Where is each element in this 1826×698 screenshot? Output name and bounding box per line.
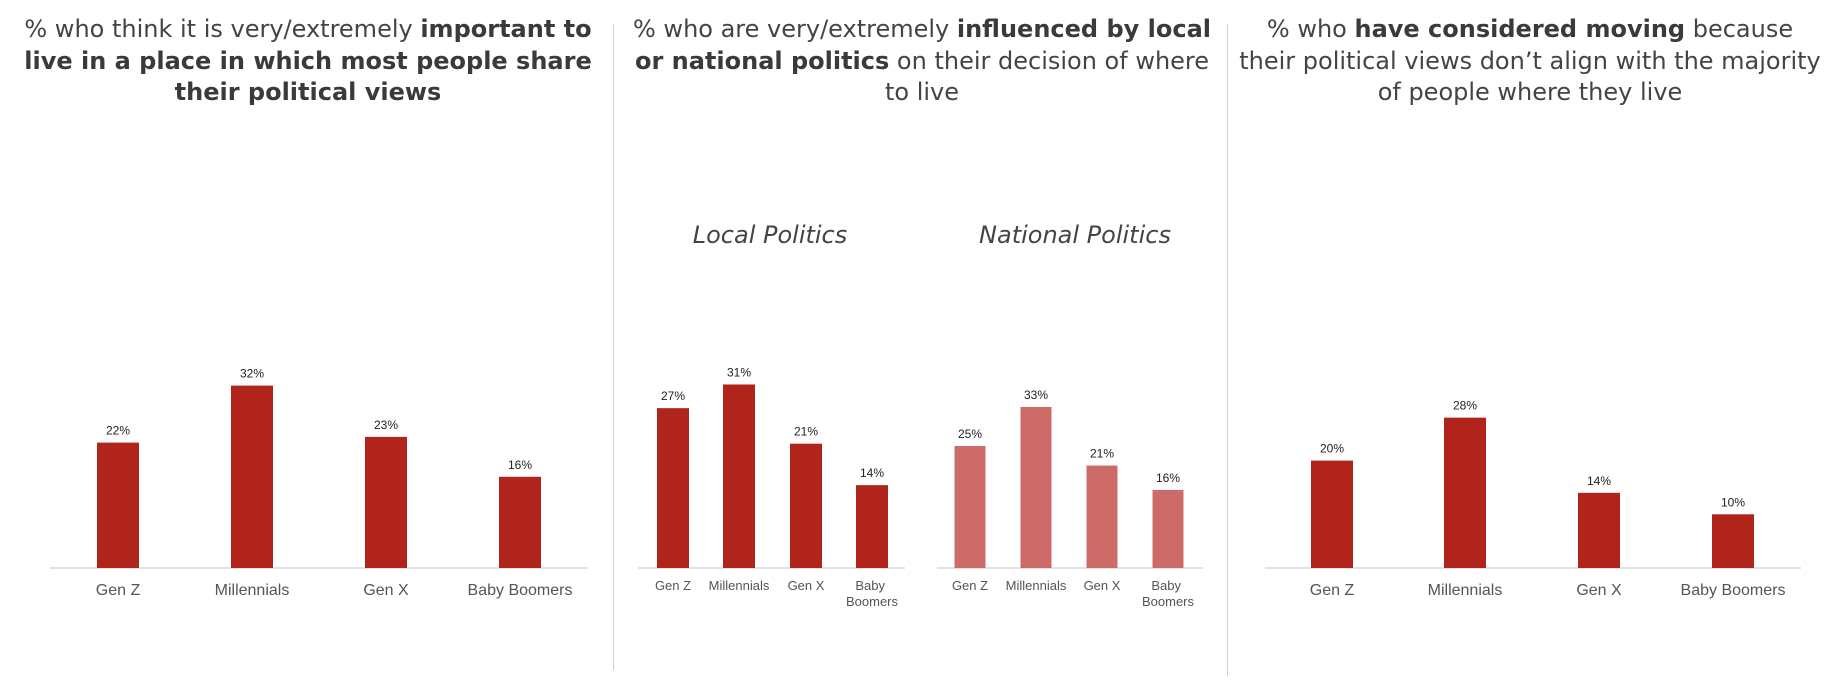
- divider-left: [613, 24, 614, 670]
- chart-1-bar-1: [97, 442, 139, 568]
- chart-3-category-label-3: Gen X: [1084, 578, 1121, 593]
- chart-3-category-label-1: Gen Z: [952, 578, 988, 593]
- chart-3-category-label-4: Baby Boomers: [1142, 578, 1195, 609]
- local-politics-label: Local Politics: [692, 221, 848, 249]
- panel-2-title: % who are very/extremely influenced by l…: [622, 14, 1222, 109]
- chart-4-bar-1: [1311, 460, 1353, 568]
- chart-2-category-label-4: Baby Boomers: [846, 578, 899, 609]
- national-politics-label: National Politics: [979, 221, 1171, 249]
- chart-4-bar-4: [1712, 514, 1754, 568]
- chart-2-bar-1: [657, 408, 689, 568]
- chart-2-value-label-1: 27%: [661, 389, 685, 403]
- chart-3-value-label-1: 25%: [958, 427, 982, 441]
- panel-2-title-pre: % who are very/extremely: [633, 15, 957, 43]
- chart-1-bar-4: [499, 476, 541, 568]
- chart-1-category-label-1: Gen Z: [96, 582, 141, 599]
- chart-1-category-label-4: Baby Boomers: [468, 582, 573, 599]
- chart-1-category-label-2: Millennials: [215, 582, 290, 599]
- chart-4-value-label-4: 10%: [1721, 495, 1745, 509]
- panel-3-title-post: because their political views don’t alig…: [1239, 15, 1821, 106]
- panel-3-title-pre: % who: [1266, 15, 1355, 43]
- chart-2-category-label-1: Gen Z: [655, 578, 691, 593]
- chart-1-bar-2: [231, 385, 273, 568]
- chart-3-value-label-2: 33%: [1024, 388, 1048, 402]
- panel-1-title-bold: important to live in a place in which mo…: [24, 15, 592, 106]
- chart-2-bar-3: [790, 443, 822, 568]
- chart-2-value-label-4: 14%: [860, 466, 884, 480]
- chart-4-category-label-3: Gen X: [1576, 582, 1622, 599]
- chart-2-bar-4: [856, 485, 888, 568]
- panel-1-title-pre: % who think it is very/extremely: [24, 15, 421, 43]
- chart-3-bar-2: [1020, 406, 1052, 568]
- chart-3-category-label-2: Millennials: [1006, 578, 1067, 593]
- chart-4-value-label-3: 14%: [1587, 474, 1611, 488]
- chart-1-value-label-3: 23%: [374, 418, 398, 432]
- panel-3-title-bold: have considered moving: [1354, 15, 1686, 43]
- chart-2-value-label-3: 21%: [794, 425, 818, 439]
- chart-4-category-label-4: Baby Boomers: [1681, 582, 1786, 599]
- chart-2-category-label-3: Gen X: [788, 578, 825, 593]
- chart-2-bar-2: [723, 384, 755, 568]
- chart-4-category-label-2: Millennials: [1428, 582, 1503, 599]
- chart-1-category-label-3: Gen X: [363, 582, 409, 599]
- chart-3-bar-3: [1086, 465, 1118, 568]
- divider-right: [1227, 24, 1228, 676]
- chart-2-value-label-2: 31%: [727, 365, 751, 379]
- chart-1-value-label-4: 16%: [508, 458, 532, 472]
- chart-3-value-label-3: 21%: [1090, 447, 1114, 461]
- panel-1-title: % who think it is very/extremely importa…: [8, 14, 608, 109]
- chart-3-bar-4: [1152, 489, 1184, 568]
- chart-3-value-label-4: 16%: [1156, 471, 1180, 485]
- chart-4-value-label-2: 28%: [1453, 399, 1477, 413]
- chart-3-bar-1: [954, 446, 986, 568]
- chart-1-value-label-1: 22%: [106, 424, 130, 438]
- chart-1-value-label-2: 32%: [240, 367, 264, 381]
- chart-1-bar-3: [365, 436, 407, 568]
- chart-4-bar-2: [1444, 417, 1486, 568]
- chart-4-category-label-1: Gen Z: [1310, 582, 1355, 599]
- chart-4-value-label-1: 20%: [1320, 442, 1344, 456]
- panel-2-title-post: on their decision of where to live: [884, 46, 1210, 107]
- panel-3-title: % who have considered moving because the…: [1237, 14, 1823, 109]
- chart-2-category-label-2: Millennials: [709, 578, 770, 593]
- chart-4-bar-3: [1578, 492, 1620, 568]
- panel-2-title-bold: influenced by local or national politics: [634, 15, 1211, 75]
